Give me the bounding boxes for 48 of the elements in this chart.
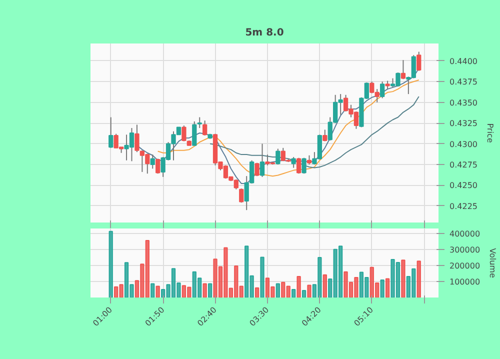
bar <box>254 287 260 298</box>
bar <box>208 283 212 298</box>
bar <box>202 283 207 298</box>
candlestick <box>156 158 160 174</box>
candlestick <box>416 51 422 72</box>
candlestick <box>291 156 296 168</box>
y-tick-label: 0.4225 <box>450 202 478 211</box>
bar <box>292 288 296 298</box>
candlestick <box>182 125 186 142</box>
bar <box>307 284 312 298</box>
y-tick-label: 0.4275 <box>450 160 478 170</box>
y-axis-title: Price <box>485 123 494 143</box>
y-tick-label: 300000 <box>450 245 480 254</box>
y-tick-label: 0.4250 <box>450 181 478 190</box>
candlestick <box>380 81 385 99</box>
candlestick <box>202 120 208 136</box>
bar <box>385 278 390 298</box>
candlestick <box>239 188 244 204</box>
bar <box>322 274 327 298</box>
candlestick <box>322 129 328 142</box>
bar <box>156 286 160 298</box>
y-tick-label: 0.4350 <box>450 98 478 108</box>
bar <box>296 276 301 298</box>
line-series <box>157 79 420 177</box>
bar <box>260 256 264 298</box>
y-tick-label: 0.4400 <box>450 56 478 66</box>
y-tick-label: 0.4300 <box>450 140 478 149</box>
y-tick-label: 400000 <box>450 229 480 238</box>
y-tick-label: 200000 <box>450 261 480 270</box>
line-series <box>210 96 420 168</box>
y-tick-label: 100000 <box>450 277 480 286</box>
bar <box>380 280 384 298</box>
bar <box>276 283 280 298</box>
bar <box>416 260 421 298</box>
y-tick-label: 0.4375 <box>450 78 478 87</box>
bar <box>108 230 113 298</box>
y-tick-label: 0.4325 <box>450 119 478 128</box>
chart-title: 5m 8.0 <box>245 28 284 38</box>
candlestick <box>108 116 114 148</box>
candlestick <box>400 60 406 80</box>
bar <box>150 283 155 298</box>
candlestick <box>150 154 155 170</box>
bar <box>302 290 306 298</box>
candlestick <box>306 154 312 165</box>
candlestick <box>260 143 265 178</box>
bar <box>401 260 406 298</box>
y-axis-title: Volume <box>488 248 498 278</box>
candlestick <box>276 148 280 165</box>
